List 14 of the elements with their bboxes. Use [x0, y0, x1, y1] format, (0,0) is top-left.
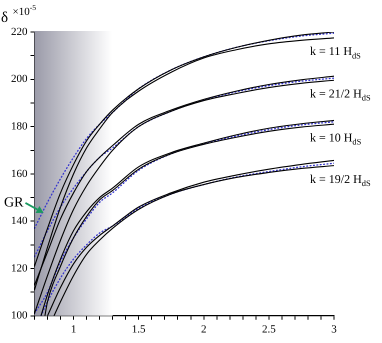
x-tick-label: 1 [70, 323, 76, 336]
y-tick-label: 120 [11, 262, 28, 274]
x-tick-label: 1.5 [132, 323, 146, 336]
annotation: GR [4, 196, 24, 211]
x-tick-label: 3 [331, 323, 338, 336]
y-tick-label: 200 [11, 73, 28, 86]
x-tick-label: 2 [201, 323, 207, 336]
y-tick-label: 160 [11, 168, 28, 180]
y-tick-label: 100 [11, 310, 28, 322]
y-axis-title: δ [0, 10, 8, 26]
y-tick-label: 220 [11, 26, 28, 38]
y-tick-label: 180 [11, 120, 28, 132]
x-tick-label: 2.5 [262, 323, 276, 336]
y-tick-label: 140 [11, 215, 28, 228]
